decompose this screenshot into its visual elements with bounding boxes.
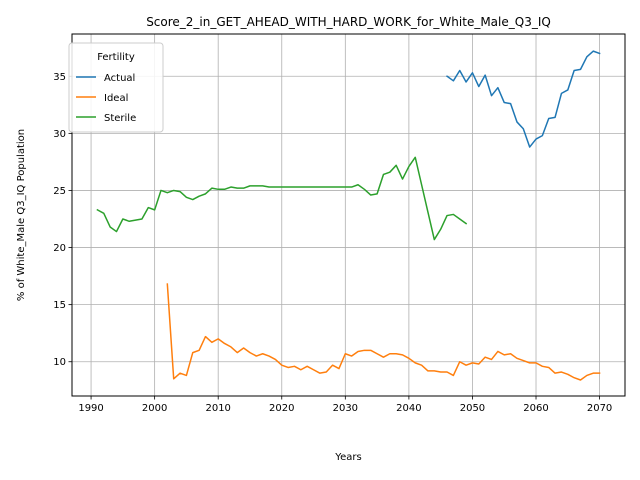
y-tick-label: 10 [53, 357, 66, 368]
y-tick-label: 15 [53, 300, 66, 311]
grid [72, 34, 625, 396]
series-line-actual [445, 50, 601, 148]
x-tick-label: 2040 [396, 403, 421, 414]
axes-frame [71, 33, 626, 397]
legend-label-sterile: Sterile [104, 113, 136, 124]
x-tick-label: 1990 [78, 403, 103, 414]
legend-label-actual: Actual [104, 73, 135, 84]
y-tick-label: 35 [53, 72, 66, 83]
legend: Fertility Actual Ideal Sterile [68, 42, 164, 133]
x-tick-label: 2010 [205, 403, 230, 414]
legend-box [68, 42, 164, 133]
y-tick-label: 20 [53, 243, 66, 254]
x-tick-label: 2000 [142, 403, 167, 414]
x-tick-label: 2050 [460, 403, 485, 414]
chart-title: Score_2_in_GET_AHEAD_WITH_HARD_WORK_for_… [146, 15, 551, 29]
x-tick-label: 2060 [523, 403, 548, 414]
x-tick-label: 2070 [587, 403, 612, 414]
x-tick-label: 2020 [269, 403, 294, 414]
legend-items: Actual Ideal Sterile [76, 73, 136, 124]
series-line-sterile [96, 156, 468, 241]
legend-label-ideal: Ideal [104, 93, 128, 104]
y-tick-label: 30 [53, 129, 66, 140]
x-axis-title: Years [334, 452, 361, 463]
x-tick-label: 2030 [333, 403, 358, 414]
y-tick-label: 25 [53, 186, 66, 197]
x-axis: 1990 2000 2010 2020 2030 2040 2050 2060 2070 [78, 396, 612, 414]
y-axis-title: % of White_Male Q3_IQ Population [16, 129, 27, 301]
legend-title: Fertility [97, 52, 135, 63]
series-line-ideal [166, 283, 601, 381]
series-lines [96, 50, 601, 381]
